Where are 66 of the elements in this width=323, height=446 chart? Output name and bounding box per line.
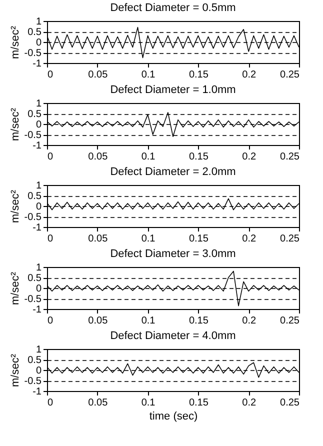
chart-title: Defect Diameter = 3.0mm — [110, 248, 236, 260]
x-tick-label: 0.05 — [88, 316, 108, 326]
y-axis-title: m/sec² — [9, 26, 22, 59]
y-tick-label: -0.5 — [24, 294, 42, 305]
x-tick-label: 0.15 — [188, 398, 209, 408]
x-tick-label: 0.15 — [188, 152, 209, 162]
chart-title: Defect Diameter = 4.0mm — [110, 330, 236, 342]
x-tick-label: 0.25 — [280, 316, 300, 326]
y-tick-label: -0.5 — [24, 130, 42, 141]
x-tick-label: 0.2 — [242, 152, 256, 162]
y-tick-label: -1 — [32, 140, 42, 152]
y-tick-label: 0 — [36, 284, 42, 294]
y-tick-label: 0.5 — [28, 273, 42, 284]
y-tick-label: -1 — [32, 304, 42, 316]
y-tick-label: 1 — [36, 262, 42, 274]
x-tick-label: 0.25 — [280, 398, 300, 408]
x-tick-label: 0.2 — [242, 398, 256, 408]
y-tick-label: 1 — [36, 180, 42, 192]
y-tick-label: 0.5 — [28, 191, 42, 202]
y-tick-label: -1 — [32, 58, 42, 70]
x-tick-label: 0 — [48, 70, 54, 80]
y-tick-label: -1 — [32, 386, 42, 398]
y-tick-label: 1 — [36, 98, 42, 110]
x-tick-label: 0.2 — [242, 234, 256, 244]
chart-title: Defect Diameter = 2.0mm — [110, 166, 236, 178]
x-tick-label: 0 — [48, 316, 54, 326]
y-tick-label: 0.5 — [28, 355, 42, 366]
y-tick-label: 0 — [36, 202, 42, 212]
x-tick-label: 0.05 — [88, 152, 108, 162]
y-axis-title: m/sec² — [9, 354, 22, 387]
x-tick-label: 0.05 — [88, 234, 108, 244]
x-tick-label: 0.1 — [141, 316, 156, 326]
x-tick-label: 0 — [48, 234, 54, 244]
x-tick-label: 0.2 — [242, 70, 256, 80]
x-tick-label: 0 — [48, 152, 54, 162]
x-tick-label: 0.15 — [188, 70, 209, 80]
x-tick-label: 0.25 — [280, 70, 300, 80]
x-axis-title: time (sec) — [149, 410, 198, 422]
x-tick-label: 0.05 — [88, 70, 108, 80]
y-tick-label: 0.5 — [28, 27, 42, 38]
y-tick-label: 0 — [36, 366, 42, 376]
y-axis-title: m/sec² — [9, 190, 22, 223]
y-tick-label: -1 — [32, 222, 42, 234]
x-tick-label: 0.2 — [242, 316, 256, 326]
x-tick-label: 0.1 — [141, 234, 156, 244]
x-tick-label: 0.1 — [141, 70, 156, 80]
x-tick-label: 0.25 — [280, 152, 300, 162]
y-tick-label: -0.5 — [24, 376, 42, 387]
y-tick-label: -0.5 — [24, 212, 42, 223]
x-tick-label: 0.25 — [280, 234, 300, 244]
chart-title: Defect Diameter = 1.0mm — [110, 84, 236, 96]
y-tick-label: 1 — [36, 16, 42, 28]
y-tick-label: 0 — [36, 38, 42, 48]
y-tick-label: 0.5 — [28, 109, 42, 120]
x-tick-label: 0.1 — [141, 398, 156, 408]
x-tick-label: 0.1 — [141, 152, 156, 162]
x-tick-label: 0.15 — [188, 316, 209, 326]
y-tick-label: 1 — [36, 344, 42, 356]
chart-title: Defect Diameter = 0.5mm — [110, 2, 236, 14]
y-tick-label: -0.5 — [24, 48, 42, 59]
y-axis-title: m/sec² — [9, 108, 22, 141]
x-tick-label: 0.15 — [188, 234, 209, 244]
x-tick-label: 0 — [48, 398, 54, 408]
y-axis-title: m/sec² — [9, 272, 22, 305]
y-tick-label: 0 — [36, 120, 42, 130]
x-tick-label: 0.05 — [88, 398, 108, 408]
